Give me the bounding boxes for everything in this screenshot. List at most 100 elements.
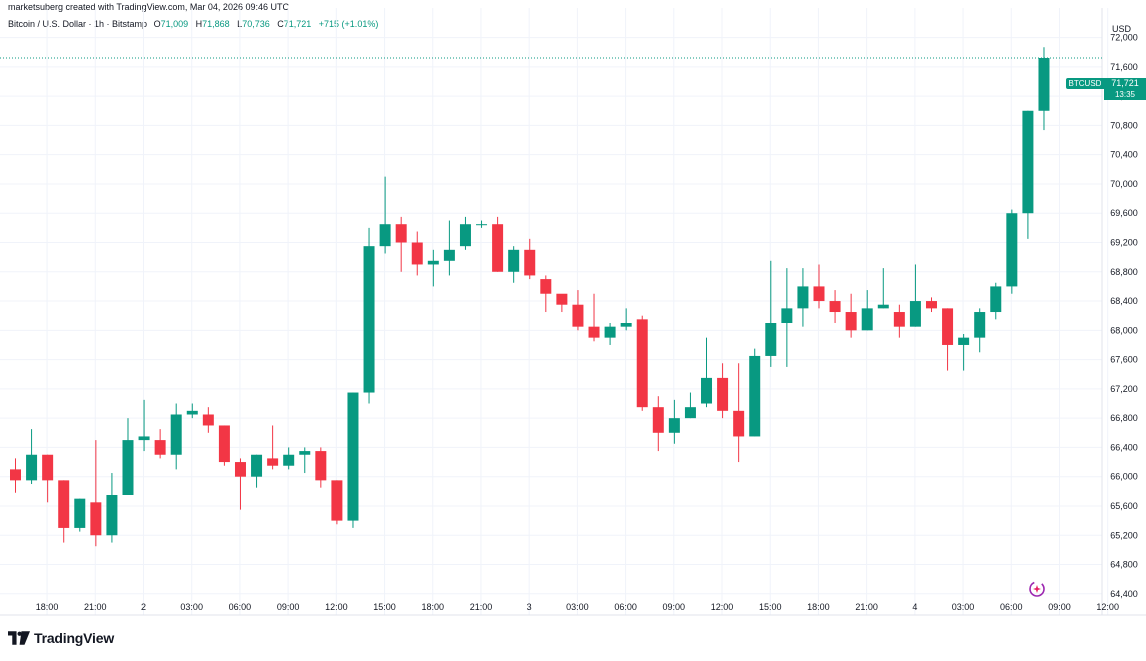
candle-body — [524, 249, 536, 276]
price-tick-label: 70,400 — [1110, 150, 1138, 160]
candle-body — [122, 440, 134, 495]
candle-body — [459, 224, 471, 247]
candle-bullish — [379, 176, 391, 254]
candle-body — [1038, 57, 1050, 111]
candle-bullish — [990, 282, 1002, 320]
time-tick-label: 21:00 — [84, 602, 107, 612]
candle-bearish — [925, 297, 937, 313]
candle-bullish — [138, 399, 150, 452]
candle-bearish — [524, 238, 536, 280]
candle-bullish — [684, 392, 696, 419]
candle-bullish — [668, 399, 680, 444]
time-tick-label: 09:00 — [277, 602, 300, 612]
candle-body — [138, 436, 150, 441]
close-value: 71,721 — [283, 19, 312, 29]
candle-body — [395, 224, 407, 243]
candle-bullish — [877, 268, 889, 309]
candle-bullish — [974, 308, 986, 353]
candle-body — [909, 301, 921, 327]
candle-body — [170, 414, 182, 455]
candle-bearish — [652, 396, 664, 452]
candle-bearish — [540, 275, 552, 313]
last-price-tag: BTCUSD 71,721 13:35 — [1066, 78, 1146, 100]
candle-bullish — [251, 454, 263, 488]
price-tag-symbol: BTCUSD — [1066, 78, 1104, 89]
price-tick-label: 66,000 — [1110, 472, 1138, 482]
open-value: 71,009 — [160, 19, 189, 29]
time-tick-label: 03:00 — [180, 602, 203, 612]
candle-bearish — [813, 264, 825, 309]
candle-bullish — [74, 498, 86, 532]
tradingview-logo-icon — [8, 631, 30, 645]
candle-body — [26, 454, 38, 481]
candle-body — [218, 425, 230, 463]
price-change: +715 (+1.01%) — [318, 19, 379, 29]
candle-bearish — [154, 429, 166, 459]
candle-bullish — [427, 249, 439, 287]
candle-bullish — [909, 264, 921, 327]
symbol-description: Bitcoin / U.S. Dollar · 1h · Bitstamp — [8, 19, 148, 29]
candle-bullish — [701, 337, 713, 408]
candle-bullish — [765, 260, 777, 367]
candle-body — [10, 469, 21, 481]
ai-sparkle-icon[interactable] — [1028, 580, 1046, 598]
candle-bullish — [26, 429, 38, 485]
candle-bearish — [315, 447, 327, 488]
time-tick-label: 18:00 — [36, 602, 59, 612]
candle-body — [283, 454, 295, 466]
time-tick-label: 12:00 — [1096, 602, 1119, 612]
currency-label[interactable]: USD — [1112, 24, 1132, 34]
time-axis[interactable]: 18:00 21:00 2 03:00 06:00 09:00 12:00 15:00 18:0… — [36, 602, 1119, 612]
candle-bearish — [588, 293, 600, 342]
candle-bearish — [234, 458, 246, 510]
candle-body — [492, 224, 504, 272]
candle-body — [893, 312, 905, 327]
candle-body — [1006, 213, 1018, 287]
tradingview-brand[interactable]: TradingView — [8, 630, 114, 646]
candle-bullish — [106, 473, 118, 543]
time-tick-label: 09:00 — [663, 602, 686, 612]
high-value: 71,868 — [202, 19, 230, 29]
candle-body — [443, 249, 455, 261]
candle-bearish — [10, 458, 21, 493]
candle-body — [749, 355, 761, 437]
candle-body — [90, 502, 102, 536]
time-tick-label: 2 — [141, 602, 146, 612]
candle-body — [733, 410, 745, 437]
time-tick-label: 12:00 — [325, 602, 348, 612]
candle-bullish — [861, 290, 873, 331]
candle-bullish — [476, 220, 488, 228]
candle-bullish — [797, 268, 809, 327]
open-label: O — [153, 19, 161, 29]
candle-bearish — [202, 407, 214, 433]
time-tick-label: 09:00 — [1048, 602, 1071, 612]
candle-body — [717, 377, 729, 411]
chart-grid — [0, 8, 1109, 615]
price-tag-value: 71,721 — [1104, 78, 1146, 89]
candle-bearish — [42, 454, 54, 503]
low-value: 70,736 — [242, 19, 270, 29]
time-tick-label: 3 — [527, 602, 532, 612]
price-axis[interactable]: 64,400 64,800 65,200 65,600 66,000 66,400 66,8… — [1110, 33, 1138, 599]
candle-body — [540, 279, 552, 294]
candle-body — [508, 249, 520, 272]
candle-body — [990, 286, 1002, 313]
candle-bullish — [620, 308, 632, 331]
time-tick-label: 03:00 — [566, 602, 589, 612]
candles — [10, 47, 1050, 547]
price-tick-label: 66,800 — [1110, 413, 1138, 423]
time-tick-label: 21:00 — [470, 602, 493, 612]
candle-body — [267, 458, 279, 466]
time-tick-label: 03:00 — [952, 602, 975, 612]
price-tick-label: 69,200 — [1110, 238, 1138, 248]
candle-body — [877, 304, 889, 309]
candle-bullish — [347, 392, 359, 528]
time-tick-label: 15:00 — [759, 602, 782, 612]
candle-body — [765, 323, 777, 356]
price-tick-label: 68,800 — [1110, 267, 1138, 277]
time-tick-label: 06:00 — [229, 602, 252, 612]
candle-body — [42, 454, 54, 481]
candle-bearish — [572, 290, 584, 331]
candle-bearish — [636, 315, 648, 411]
